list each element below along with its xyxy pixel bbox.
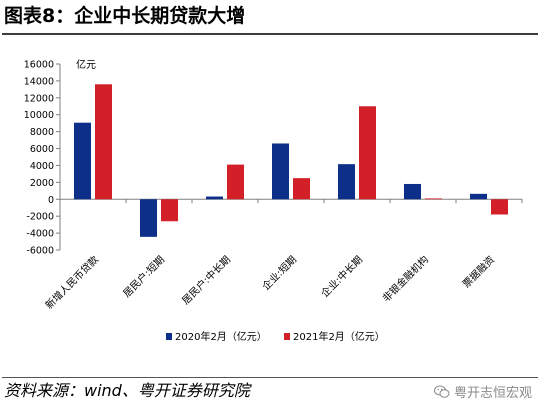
bars <box>74 84 508 237</box>
y-tick-label: -2000 <box>26 212 54 223</box>
category-label: 居民户:中长期 <box>179 253 233 307</box>
page-title: 图表8：企业中长期贷款大增 <box>4 5 246 27</box>
bar-2021 <box>227 164 244 200</box>
watermark: 粤开志恒宏观 <box>433 382 532 401</box>
wechat-icon <box>433 385 450 398</box>
bar-2021 <box>293 178 310 200</box>
bar-2020 <box>140 199 157 237</box>
legend-swatch-2020 <box>166 333 172 340</box>
y-tick-label: 2000 <box>30 178 54 189</box>
bar-2020 <box>206 196 223 200</box>
y-tick-label: 14000 <box>24 76 54 87</box>
bar-2020 <box>470 193 487 200</box>
bar-2020 <box>74 122 91 200</box>
x-axis <box>59 198 523 204</box>
bar-2021 <box>425 198 442 200</box>
category-labels: 新增人民币贷款 居民户:短期 居民户:中长期 企业:短期 企业:中长期 非银金融机构 票据融… <box>42 253 497 312</box>
y-tick-label: -4000 <box>26 229 54 240</box>
source-divider <box>2 377 538 378</box>
y-tick-label: 8000 <box>30 127 54 138</box>
y-tick-label: -6000 <box>26 246 54 257</box>
source-note: 资料来源：wind、粤开证券研究院 <box>4 381 250 400</box>
legend-label-2020: 2020年2月（亿元） <box>175 330 267 343</box>
category-label: 企业:短期 <box>259 253 299 293</box>
bar-2021 <box>491 199 508 215</box>
legend: 2020年2月（亿元） 2021年2月（亿元） <box>166 330 385 343</box>
bar-2021 <box>161 199 178 222</box>
category-label: 新增人民币贷款 <box>42 253 101 312</box>
bar-2020 <box>272 143 289 200</box>
bar-2021 <box>359 106 376 200</box>
y-tick-label: 16000 <box>24 60 54 71</box>
legend-label-2021: 2021年2月（亿元） <box>293 330 385 343</box>
y-unit-label: 亿元 <box>76 58 96 71</box>
watermark-text: 粤开志恒宏观 <box>453 386 532 401</box>
title-divider <box>2 33 538 35</box>
category-label: 非银金融机构 <box>380 253 432 305</box>
y-tick-label: 4000 <box>30 161 54 172</box>
y-tick-label: 12000 <box>24 93 54 104</box>
category-label: 企业:中长期 <box>318 253 365 300</box>
bar-2020 <box>338 164 355 200</box>
bar-2020 <box>404 183 421 200</box>
category-label: 票据融资 <box>460 253 497 290</box>
category-label: 居民户:短期 <box>120 253 167 300</box>
bar-2021 <box>95 84 112 200</box>
legend-swatch-2021 <box>284 333 290 340</box>
bar-chart: -6000 -4000 -2000 0 2000 4000 6000 8000 10000 120… <box>24 58 523 343</box>
y-tick-label: 6000 <box>30 144 54 155</box>
y-tick-label: 10000 <box>24 110 54 121</box>
y-axis: -6000 -4000 -2000 0 2000 4000 6000 8000 10000 120… <box>24 60 61 257</box>
y-tick-label: 0 <box>48 195 54 206</box>
